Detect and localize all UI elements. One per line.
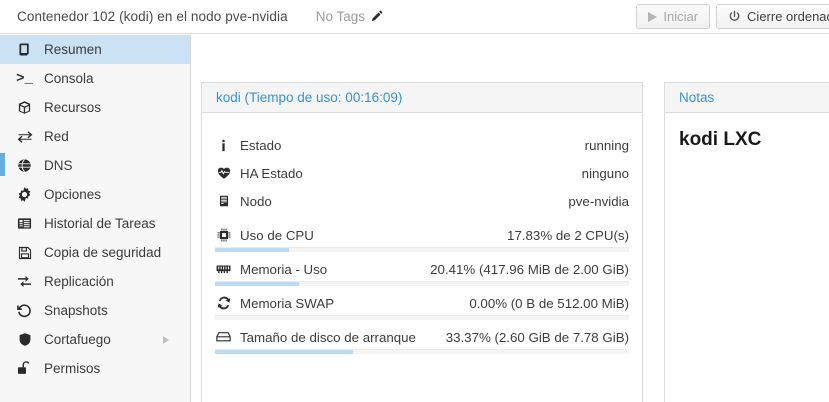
sidebar-item-label: Red xyxy=(44,129,69,144)
cpu-icon xyxy=(215,228,232,242)
cpu-usage-bar xyxy=(215,247,629,252)
gear-icon xyxy=(16,186,33,203)
hdd-icon xyxy=(215,331,232,343)
notes-panel-body[interactable]: kodi LXC xyxy=(664,113,829,402)
unlock-icon xyxy=(16,360,33,377)
row-label: Estado xyxy=(240,137,282,153)
sidebar-item-label: DNS xyxy=(44,158,73,173)
sidebar-item-label: Copia de seguridad xyxy=(44,245,162,260)
sidebar-item-label: Resumen xyxy=(44,42,102,57)
row-label: Tamaño de disco de arranque xyxy=(240,329,416,345)
disk-usage-bar xyxy=(215,349,629,354)
row-value: 20.41% (417.96 MiB de 2.00 GiB) xyxy=(430,261,629,277)
info-icon xyxy=(215,139,232,152)
sidebar-item-dns[interactable]: DNS xyxy=(0,151,190,180)
status-panel: kodi (Tiempo de uso: 00:16:09) E xyxy=(201,82,643,402)
notes-panel: Notas kodi LXC xyxy=(664,82,829,402)
start-button-label: Iniciar xyxy=(663,9,699,24)
row-value: 0.00% (0 B de 512.00 MiB) xyxy=(469,295,629,311)
power-icon xyxy=(728,10,741,23)
tags-zone[interactable]: No Tags xyxy=(316,9,383,24)
cpu-usage-bar-fill xyxy=(215,248,289,252)
sidebar-item-recursos[interactable]: Recursos xyxy=(0,93,190,122)
status-row-memoria-swap: Memoria SWAP 0.00% (0 B de 512.00 MiB) xyxy=(215,289,629,320)
sidebar-item-snapshots[interactable]: Snapshots xyxy=(0,296,190,325)
heartbeat-icon xyxy=(215,166,232,180)
page-title: Contenedor 102 (kodi) en el nodo pve-nvi… xyxy=(17,9,288,24)
notes-panel-header: Notas xyxy=(664,82,829,113)
chevron-right-icon xyxy=(163,335,169,344)
row-label: Memoria SWAP xyxy=(240,295,335,311)
tags-label: No Tags xyxy=(315,9,366,24)
terminal-icon: >_ xyxy=(16,70,33,87)
globe-icon xyxy=(16,157,33,174)
row-value: ninguno xyxy=(581,165,629,181)
swap-usage-bar xyxy=(215,315,629,320)
shield-icon xyxy=(16,331,33,348)
exchange-icon xyxy=(16,128,33,145)
sidebar-edge-accent xyxy=(0,153,5,176)
status-row-ha-estado: HA Estado ninguno xyxy=(215,159,629,187)
sidebar-item-resumen[interactable]: Resumen xyxy=(0,35,190,64)
list-icon xyxy=(16,215,33,232)
sidebar-item-red[interactable]: Red xyxy=(0,122,190,151)
sidebar-item-label: Recursos xyxy=(44,100,102,115)
sidebar-item-cortafuego[interactable]: Cortafuego xyxy=(0,325,190,354)
cube-icon xyxy=(16,99,33,116)
content-area: kodi (Tiempo de uso: 00:16:09) E xyxy=(192,35,829,402)
status-panel-header: kodi (Tiempo de uso: 00:16:09) xyxy=(201,82,643,113)
top-action-buttons: Iniciar Cierre ordenado xyxy=(636,4,829,29)
shutdown-button-label: Cierre ordenado xyxy=(747,9,829,24)
status-row-uso-de-cpu: Uso de CPU 17.83% de 2 CPU(s) xyxy=(215,221,629,252)
sidebar-item-permisos[interactable]: Permisos xyxy=(0,354,190,383)
sidebar-item-opciones[interactable]: Opciones xyxy=(0,180,190,209)
sidebar-item-label: Permisos xyxy=(44,361,101,376)
memory-usage-bar-fill xyxy=(215,282,300,286)
row-label: HA Estado xyxy=(240,165,303,181)
row-label: Memoria - Uso xyxy=(240,261,328,277)
history-icon xyxy=(16,302,33,319)
sidebar-item-label: Replicación xyxy=(44,274,114,289)
status-panel-body: Estado running xyxy=(201,113,643,402)
shutdown-button[interactable]: Cierre ordenado xyxy=(716,4,829,29)
start-button[interactable]: Iniciar xyxy=(636,4,711,29)
row-value: 17.83% de 2 CPU(s) xyxy=(507,227,629,243)
disk-usage-bar-fill xyxy=(215,350,354,354)
floppy-icon xyxy=(16,244,33,261)
sidebar-item-label: Consola xyxy=(44,71,94,86)
memory-icon xyxy=(215,263,232,275)
swap-icon xyxy=(215,296,232,310)
status-row-estado: Estado running xyxy=(215,131,629,159)
top-bar: Contenedor 102 (kodi) en el nodo pve-nvi… xyxy=(0,0,829,34)
status-row-list: Estado running xyxy=(202,113,642,354)
sidebar-item-historial-de-tareas[interactable]: Historial de Tareas xyxy=(0,209,190,238)
status-row-tamano-disco-arranque: Tamaño de disco de arranque 33.37% (2.60… xyxy=(215,323,629,354)
sidebar-item-consola[interactable]: >_ Consola xyxy=(0,64,190,93)
row-value: pve-nvidia xyxy=(568,193,629,209)
sidebar: Resumen >_ Consola Recursos Re xyxy=(0,35,191,402)
status-row-memoria-uso: Memoria - Uso 20.41% (417.96 MiB de 2.00… xyxy=(215,255,629,286)
row-value: running xyxy=(584,137,629,153)
status-row-nodo: Nodo pve-nvidia xyxy=(215,187,629,215)
sidebar-item-copia-de-seguridad[interactable]: Copia de seguridad xyxy=(0,238,190,267)
sidebar-item-label: Snapshots xyxy=(44,303,108,318)
sidebar-item-label: Historial de Tareas xyxy=(44,216,156,231)
pencil-icon[interactable] xyxy=(370,10,383,23)
notes-text: kodi LXC xyxy=(679,129,762,150)
sidebar-item-replicacion[interactable]: Replicación xyxy=(0,267,190,296)
book-icon xyxy=(16,41,33,58)
row-label: Uso de CPU xyxy=(240,227,314,243)
notes-content: kodi LXC xyxy=(665,113,829,167)
play-icon xyxy=(648,11,658,22)
memory-usage-bar xyxy=(215,281,629,286)
row-value: 33.37% (2.60 GiB de 7.78 GiB) xyxy=(445,329,629,345)
server-icon xyxy=(215,194,232,208)
sidebar-item-label: Cortafuego xyxy=(44,332,111,347)
sidebar-item-label: Opciones xyxy=(44,187,102,202)
row-label: Nodo xyxy=(240,193,272,209)
replicate-icon xyxy=(16,273,33,290)
